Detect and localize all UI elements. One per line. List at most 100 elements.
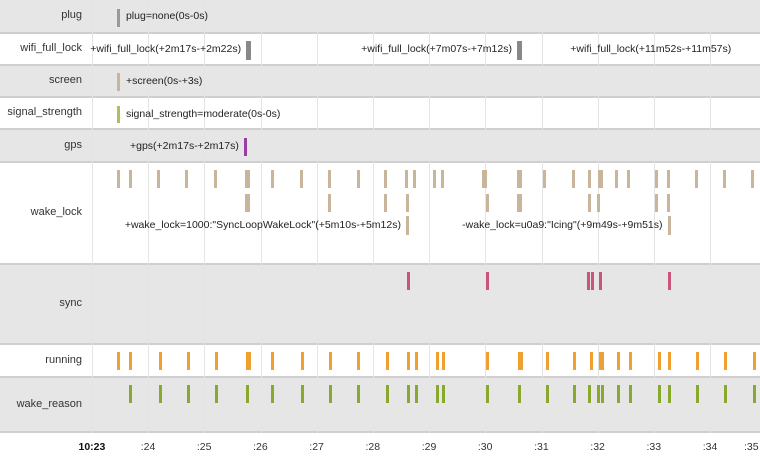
wake-reason-event-mark[interactable] [214, 385, 218, 403]
wake-reason-event-mark[interactable] [435, 385, 439, 403]
wake-lock-event-mark[interactable] [588, 194, 592, 212]
wake-reason-event-mark[interactable] [485, 385, 489, 403]
sync-event-mark[interactable] [590, 272, 594, 290]
running-event-mark[interactable] [271, 352, 275, 370]
wake-lock-event-mark[interactable] [441, 170, 445, 188]
running-event-mark[interactable] [214, 352, 218, 370]
wake-lock-event-mark[interactable] [597, 194, 601, 212]
wake-lock-event-mark[interactable] [571, 170, 575, 188]
wake-lock-event-mark[interactable] [723, 170, 727, 188]
wake-reason-event-mark[interactable] [271, 385, 275, 403]
sync-event-mark[interactable] [668, 272, 672, 290]
running-event-mark[interactable] [724, 352, 728, 370]
running-event-mark[interactable] [357, 352, 361, 370]
wifi-full-lock-event-mark[interactable] [245, 41, 251, 60]
wake-lock-event-mark[interactable] [597, 170, 603, 188]
running-event-mark[interactable] [245, 352, 251, 370]
running-event-mark[interactable] [186, 352, 190, 370]
plug-event-mark[interactable] [117, 9, 121, 27]
sync-event-mark[interactable] [407, 272, 411, 290]
wake-lock-event-mark[interactable] [300, 170, 304, 188]
wake-lock-event-mark[interactable] [751, 170, 755, 188]
wake-lock-event-mark[interactable] [484, 170, 488, 188]
running-event-mark[interactable] [485, 352, 489, 370]
wake-reason-event-mark[interactable] [407, 385, 411, 403]
sync-event-mark[interactable] [599, 272, 603, 290]
running-event-mark[interactable] [442, 352, 446, 370]
wake-lock-event-mark[interactable] [406, 194, 410, 212]
wake-reason-event-mark[interactable] [600, 385, 604, 403]
running-event-mark[interactable] [616, 352, 620, 370]
running-event-mark[interactable] [329, 352, 333, 370]
wifi-full-lock-event-mark[interactable] [516, 41, 522, 60]
running-event-mark[interactable] [589, 352, 593, 370]
running-event-mark[interactable] [117, 352, 121, 370]
running-event-mark[interactable] [517, 352, 523, 370]
wake-reason-event-mark[interactable] [301, 385, 305, 403]
wake-reason-event-mark[interactable] [572, 385, 576, 403]
running-event-mark[interactable] [301, 352, 305, 370]
running-event-mark[interactable] [752, 352, 756, 370]
wake-reason-event-mark[interactable] [597, 385, 601, 403]
wake-lock-event-mark[interactable] [482, 170, 486, 188]
running-event-mark[interactable] [545, 352, 549, 370]
wake-reason-event-mark[interactable] [329, 385, 333, 403]
wake-lock-event-mark[interactable] [406, 216, 410, 235]
wake-reason-event-mark[interactable] [629, 385, 633, 403]
wake-lock-event-mark[interactable] [157, 170, 161, 188]
wake-reason-event-mark[interactable] [724, 385, 728, 403]
wake-lock-event-mark[interactable] [271, 170, 275, 188]
wake-lock-event-mark[interactable] [244, 170, 250, 188]
wake-lock-event-mark[interactable] [413, 170, 417, 188]
wake-reason-event-mark[interactable] [357, 385, 361, 403]
running-event-mark[interactable] [435, 352, 439, 370]
running-event-mark[interactable] [129, 352, 133, 370]
screen-event-mark[interactable] [117, 73, 121, 91]
wake-reason-event-mark[interactable] [442, 385, 446, 403]
wake-reason-event-mark[interactable] [588, 385, 592, 403]
wake-lock-event-mark[interactable] [695, 170, 699, 188]
wake-lock-event-mark[interactable] [667, 216, 671, 235]
wake-lock-event-mark[interactable] [129, 170, 133, 188]
wake-lock-event-mark[interactable] [328, 170, 332, 188]
running-event-mark[interactable] [696, 352, 700, 370]
wake-lock-event-mark[interactable] [666, 170, 670, 188]
gps-event-mark[interactable] [244, 138, 248, 156]
running-event-mark[interactable] [158, 352, 162, 370]
wake-lock-event-mark[interactable] [384, 170, 388, 188]
wake-lock-event-mark[interactable] [655, 194, 659, 212]
running-event-mark[interactable] [385, 352, 389, 370]
wake-reason-event-mark[interactable] [696, 385, 700, 403]
running-event-mark[interactable] [572, 352, 576, 370]
wake-lock-event-mark[interactable] [485, 194, 489, 212]
wake-lock-event-mark[interactable] [588, 170, 592, 188]
wake-lock-event-mark[interactable] [328, 194, 332, 212]
signal-strength-event-mark[interactable] [117, 106, 121, 123]
sync-event-mark[interactable] [587, 272, 591, 290]
wake-lock-event-mark[interactable] [384, 194, 388, 212]
running-event-mark[interactable] [599, 352, 605, 370]
wake-lock-event-mark[interactable] [516, 170, 522, 188]
wake-reason-event-mark[interactable] [616, 385, 620, 403]
wake-lock-event-mark[interactable] [655, 170, 659, 188]
wake-reason-event-mark[interactable] [245, 385, 249, 403]
running-event-mark[interactable] [657, 352, 661, 370]
wake-reason-event-mark[interactable] [752, 385, 756, 403]
running-event-mark[interactable] [407, 352, 411, 370]
wake-lock-event-mark[interactable] [543, 170, 547, 188]
wake-lock-event-mark[interactable] [244, 194, 250, 212]
wake-lock-event-mark[interactable] [615, 170, 619, 188]
wake-reason-event-mark[interactable] [668, 385, 672, 403]
wake-lock-event-mark[interactable] [117, 170, 121, 188]
wake-lock-event-mark[interactable] [667, 194, 671, 212]
wake-lock-event-mark[interactable] [185, 170, 189, 188]
wake-lock-event-mark[interactable] [357, 170, 361, 188]
wake-reason-event-mark[interactable] [158, 385, 162, 403]
wake-lock-event-mark[interactable] [433, 170, 437, 188]
wake-lock-event-mark[interactable] [213, 170, 217, 188]
wake-lock-event-mark[interactable] [627, 170, 631, 188]
sync-event-mark[interactable] [485, 272, 489, 290]
wake-lock-event-mark[interactable] [516, 194, 522, 212]
wake-reason-event-mark[interactable] [129, 385, 133, 403]
running-event-mark[interactable] [668, 352, 672, 370]
